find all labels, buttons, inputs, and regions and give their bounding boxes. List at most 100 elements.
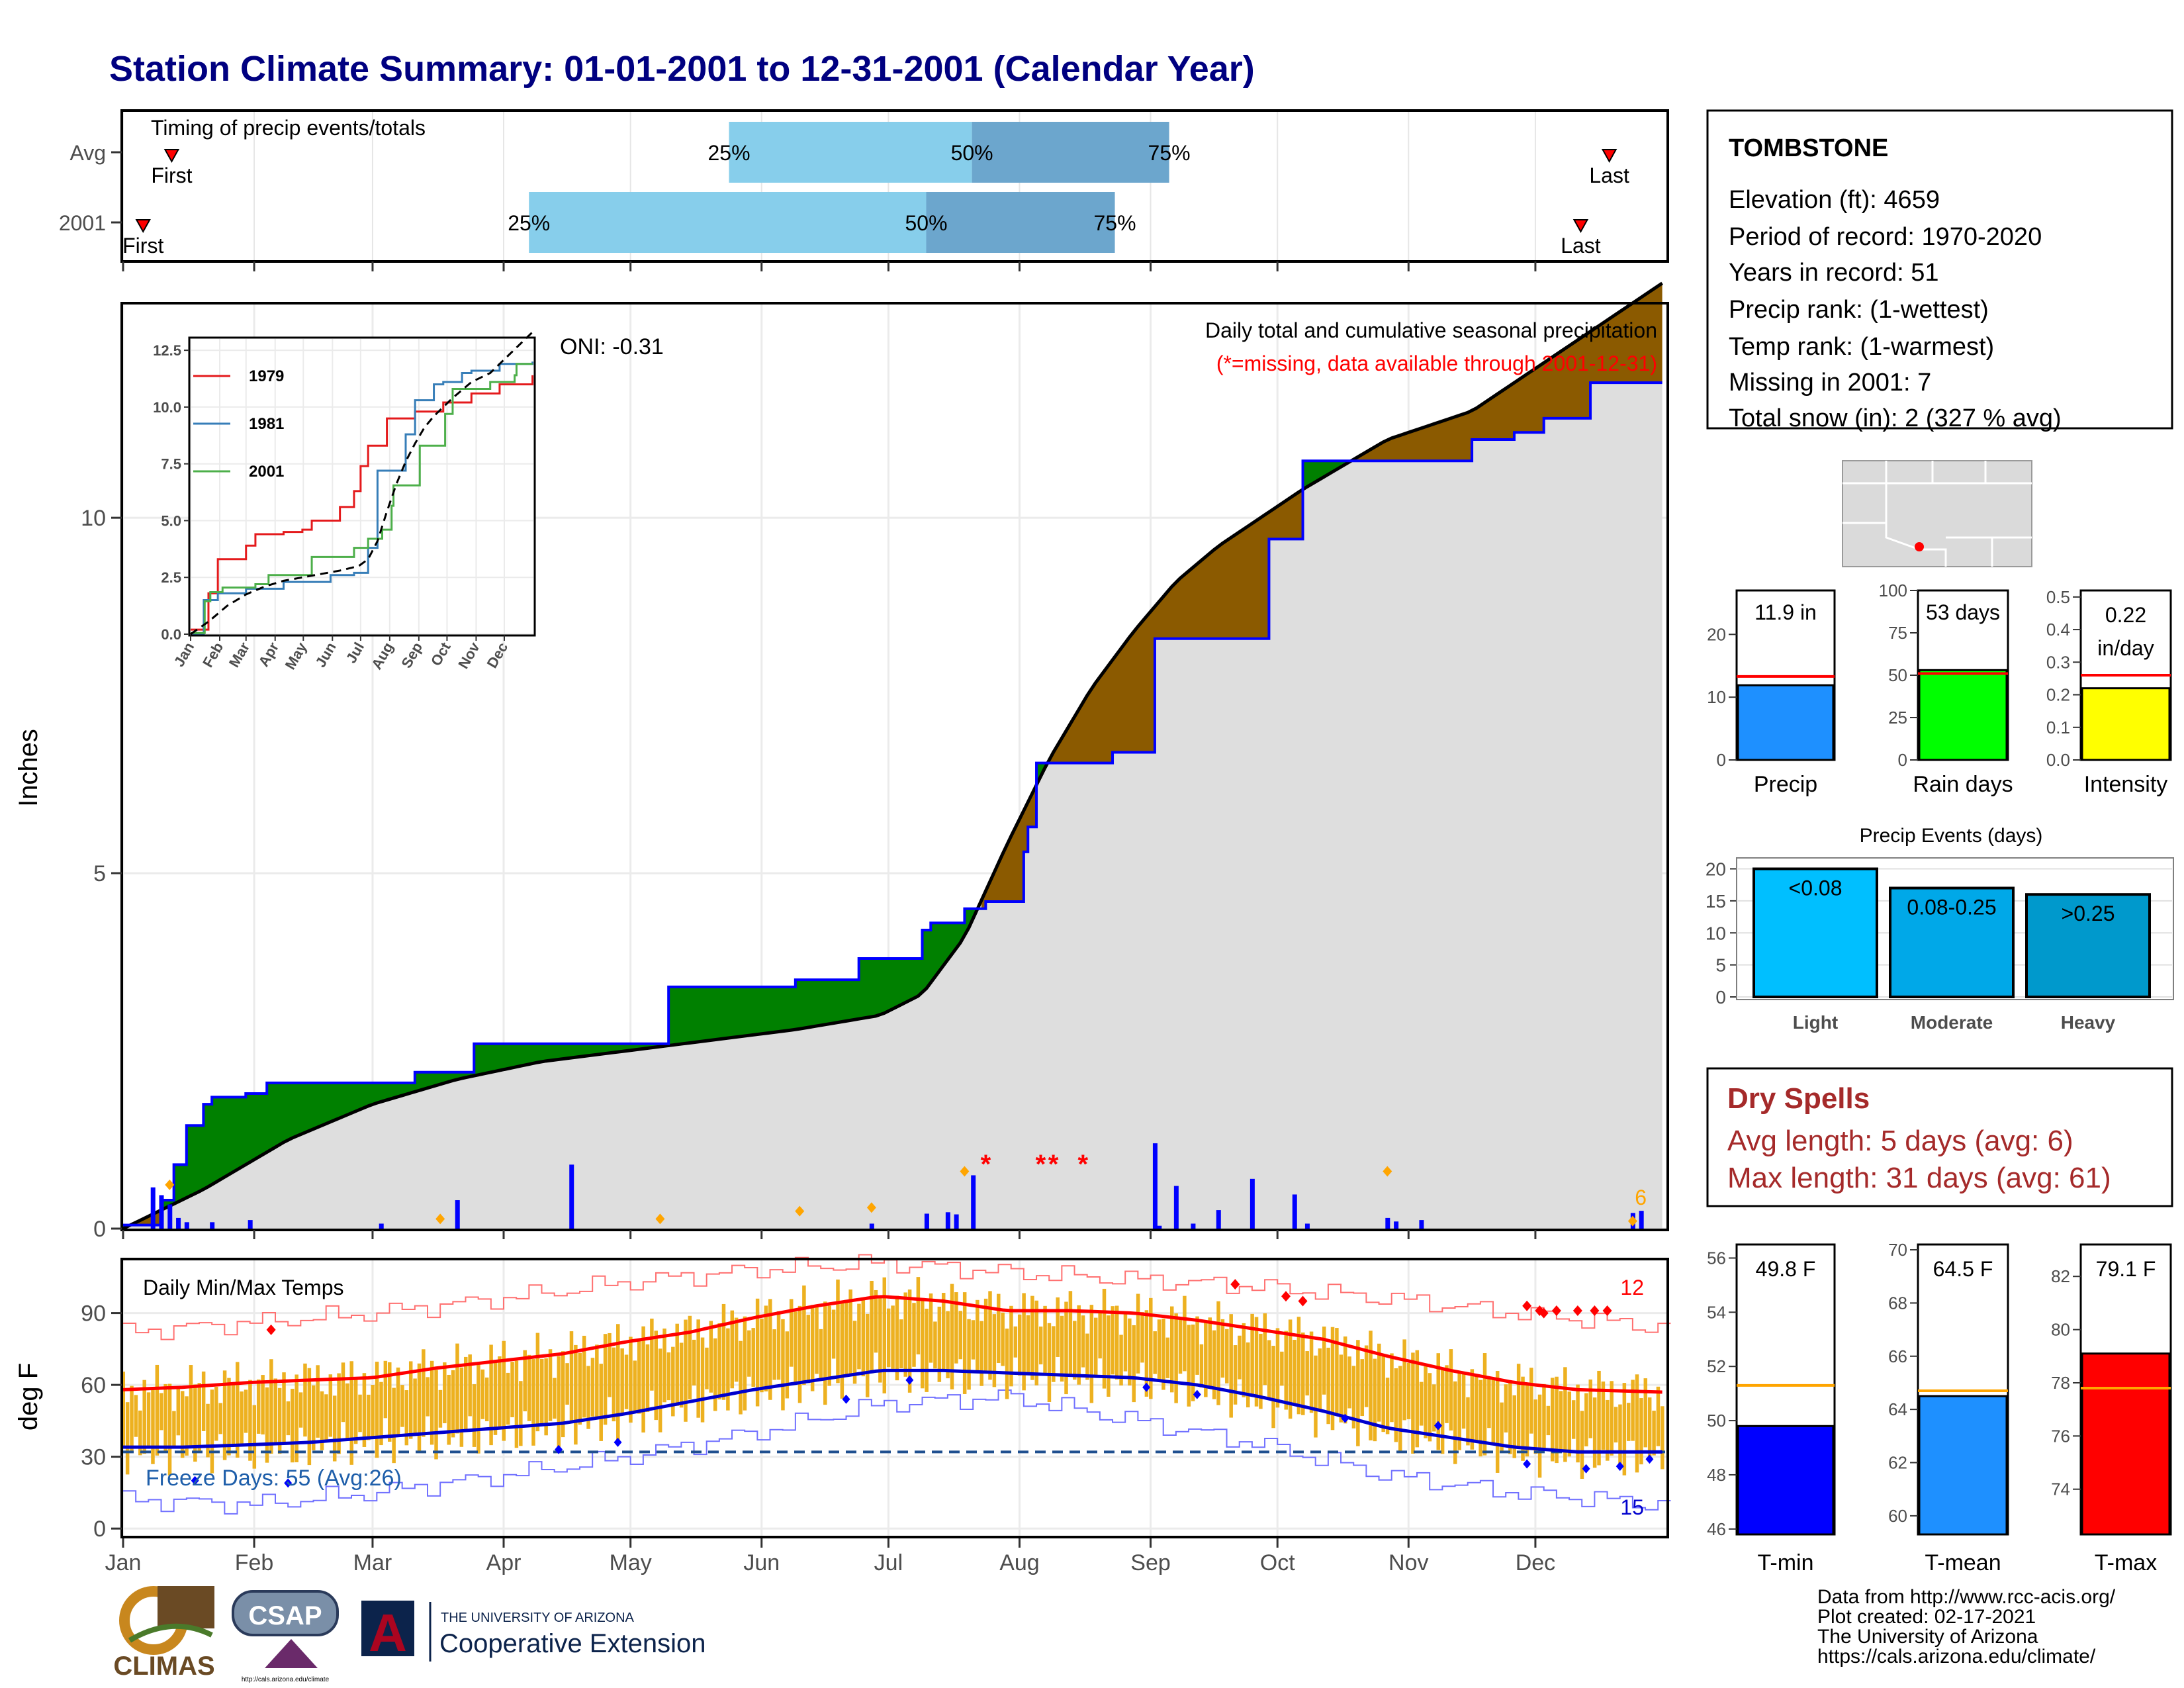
temp-daily-bar <box>227 1378 231 1456</box>
temp-daily-bar <box>367 1394 371 1440</box>
temp-daily-bar <box>709 1321 713 1393</box>
temp-daily-bar <box>671 1346 675 1417</box>
temp-bar-y-label: 60 <box>1888 1506 1907 1526</box>
temp-daily-bar <box>176 1386 181 1436</box>
temp-daily-bar <box>768 1299 772 1400</box>
temp-daily-bar <box>392 1387 396 1464</box>
temp-daily-bar <box>1140 1312 1144 1363</box>
temp-daily-bar <box>1592 1397 1597 1468</box>
temp-daily-bar <box>861 1299 866 1377</box>
temp-daily-bar <box>337 1373 341 1454</box>
temp-daily-bar <box>1216 1301 1220 1405</box>
temp-daily-bar <box>1208 1317 1212 1387</box>
station-name: TOMBSTONE <box>1729 134 1888 162</box>
precip-areas <box>122 281 1664 1231</box>
events-bar-label: 0.08-0.25 <box>1907 896 1996 919</box>
temp-bar-y-label: 68 <box>1888 1293 1907 1313</box>
temp-daily-bar <box>616 1324 620 1440</box>
temp-daily-bar <box>261 1375 265 1434</box>
temp-x-ticks: Jan Feb Mar Apr May Jun Jul Aug Sep Oct Nov Dec <box>105 1538 1555 1575</box>
temp-daily-bar <box>1068 1291 1073 1376</box>
temp-daily-bar <box>781 1319 785 1411</box>
temp-daily-bar <box>1250 1313 1254 1396</box>
record-low-marker <box>614 1437 622 1447</box>
temp-daily-bar <box>1330 1327 1335 1430</box>
timing-pct-50: 50% <box>905 211 947 235</box>
temp-daily-bar <box>1656 1386 1661 1446</box>
precip-daily-bar <box>945 1212 950 1229</box>
temp-daily-bar <box>595 1344 599 1418</box>
temp-daily-bar <box>151 1387 155 1464</box>
timing-last-marker <box>1572 219 1589 234</box>
temp-daily-bar <box>185 1396 189 1456</box>
inset-y-tick-label: 12.5 <box>153 342 181 359</box>
temp-daily-bar <box>332 1395 337 1462</box>
temp-bar-y-label: 74 <box>2051 1479 2070 1499</box>
temp-daily-bar <box>1267 1340 1271 1398</box>
temp-daily-bar <box>1212 1330 1216 1399</box>
temp-daily-bar <box>582 1335 586 1418</box>
temp-content <box>121 1254 1671 1515</box>
temp-x-tick-label: Oct <box>1260 1550 1295 1575</box>
temp-daily-bar <box>810 1305 815 1391</box>
inset-legend-label: 2001 <box>249 463 284 481</box>
temp-bar-category: T-min <box>1758 1550 1814 1575</box>
temp-daily-bar <box>1288 1319 1293 1419</box>
temp-daily-bar <box>608 1333 612 1397</box>
temp-daily-bar <box>1406 1362 1411 1419</box>
temp-panel-frame <box>120 1258 1669 1538</box>
temp-daily-bar <box>1576 1384 1580 1463</box>
temp-daily-bar <box>1064 1301 1068 1395</box>
timing-bar-q1 <box>729 122 972 183</box>
temp-daily-bar <box>1588 1379 1592 1438</box>
temp-daily-bar <box>298 1392 303 1428</box>
temp-daily-bar <box>277 1387 282 1454</box>
temp-daily-bar <box>206 1403 210 1458</box>
temp-daily-bar <box>1504 1384 1508 1432</box>
summary-bar-value <box>1737 684 1835 761</box>
temp-daily-bar <box>1144 1310 1149 1397</box>
temp-daily-bar <box>1398 1366 1402 1452</box>
timing-first-marker <box>135 219 151 234</box>
temp-daily-bar <box>1085 1333 1089 1380</box>
summary-bar-value <box>1918 669 2008 761</box>
timing-last-label: Last <box>1561 234 1601 258</box>
precip-daily-bar <box>924 1213 929 1229</box>
temp-daily-bar <box>971 1320 976 1360</box>
temp-daily-bar <box>1043 1305 1047 1374</box>
temp-daily-bar <box>650 1318 654 1391</box>
timing-last-label: Last <box>1589 164 1629 187</box>
temp-daily-bar <box>886 1308 891 1368</box>
precip-daily-bar <box>1250 1178 1255 1229</box>
temp-daily-bar <box>210 1389 214 1474</box>
inset-lines <box>190 331 534 635</box>
record-low-marker <box>284 1478 293 1488</box>
temp-daily-bar <box>612 1347 616 1422</box>
temp-daily-bar <box>1056 1297 1060 1357</box>
temp-daily-bar <box>1533 1399 1537 1454</box>
temp-daily-bar <box>1512 1395 1516 1458</box>
temp-daily-bar <box>1559 1391 1563 1450</box>
temp-daily-bar <box>1254 1317 1259 1407</box>
timing-pct-25: 25% <box>708 141 751 165</box>
temp-daily-bar <box>422 1349 426 1437</box>
record-low-marker <box>1433 1421 1442 1430</box>
inset-y-tick-label: 10.0 <box>153 399 181 416</box>
temp-daily-bar <box>751 1328 755 1387</box>
temp-daily-bar <box>498 1356 502 1430</box>
temp-bar-value-label: 49.8 F <box>1756 1257 1816 1281</box>
precip-daily-bar <box>954 1214 959 1229</box>
summary-bar-category: Precip <box>1754 772 1817 797</box>
temp-panel: 0 30 60 90 Jan Feb Mar Apr May Jun Jul Aug Sep Oct No… <box>14 1254 1671 1575</box>
events-category-label: Moderate <box>1911 1012 1993 1033</box>
temp-bar-value <box>2081 1352 2171 1536</box>
temp-daily-bar <box>743 1316 747 1411</box>
temp-daily-bar <box>506 1372 510 1425</box>
temp-daily-bar <box>1351 1366 1356 1429</box>
temp-daily-bar <box>1183 1295 1187 1372</box>
temp-daily-bar <box>295 1374 298 1463</box>
temp-daily-bar <box>1445 1365 1449 1423</box>
temp-daily-bar <box>586 1366 590 1429</box>
temp-daily-bar <box>1271 1346 1275 1429</box>
